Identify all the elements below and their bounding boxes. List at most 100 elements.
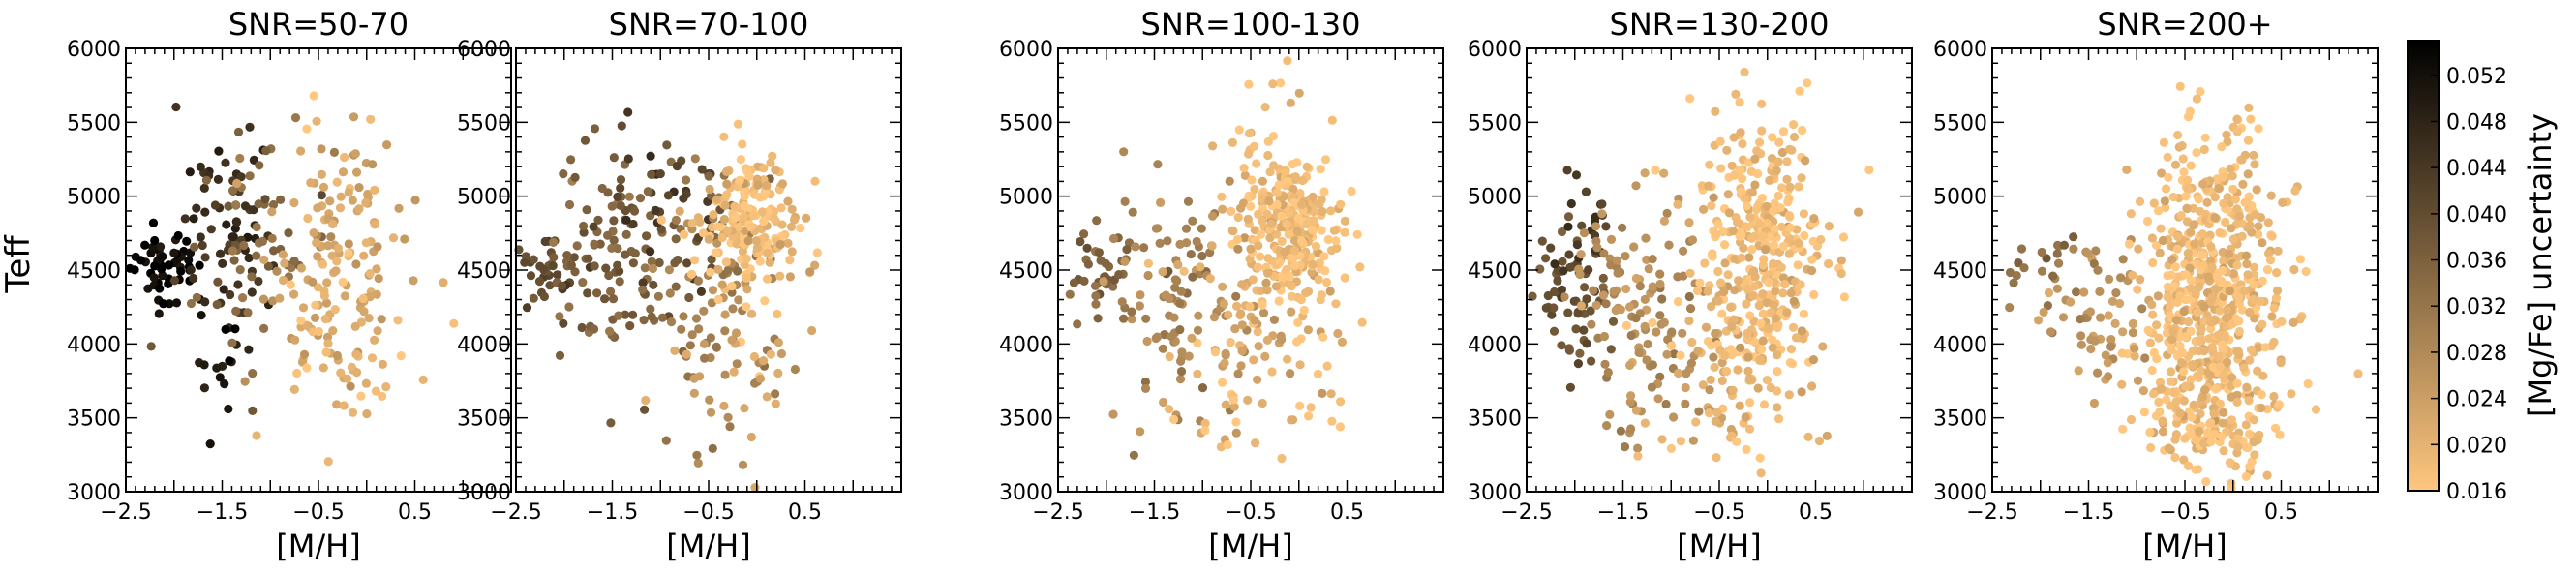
scatter-point <box>1707 201 1716 211</box>
scatter-point <box>1808 355 1818 365</box>
scatter-point <box>1684 316 1694 326</box>
scatter-point <box>1720 258 1730 268</box>
scatter-point <box>232 178 242 189</box>
scatter-point <box>1258 194 1267 204</box>
y-tick-label: 5500 <box>67 111 121 136</box>
scatter-point <box>1572 240 1582 250</box>
scatter-point <box>1807 381 1817 391</box>
scatter-point <box>616 175 626 185</box>
scatter-point <box>555 350 565 360</box>
y-tick-label: 5000 <box>457 186 511 210</box>
scatter-point <box>1644 264 1653 274</box>
scatter-point <box>2154 333 2164 343</box>
scatter-point <box>1228 395 1238 405</box>
scatter-point <box>642 231 652 241</box>
scatter-point <box>2143 325 2153 335</box>
scatter-point <box>728 304 738 314</box>
scatter-point <box>699 306 709 316</box>
scatter-point <box>1743 328 1752 338</box>
scatter-point <box>1329 226 1340 235</box>
scatter-point <box>646 304 655 314</box>
scatter-point <box>1256 229 1266 239</box>
scatter-point <box>2086 344 2096 354</box>
scatter-point <box>2253 366 2262 376</box>
scatter-point <box>2173 231 2183 242</box>
scatter-point <box>302 363 312 373</box>
scatter-point <box>2172 297 2182 307</box>
scatter-point <box>1705 385 1714 395</box>
scatter-point <box>1854 207 1864 217</box>
scatter-point <box>1288 160 1297 169</box>
scatter-point <box>1773 403 1782 412</box>
scatter-point <box>746 309 757 318</box>
scatter-point <box>313 252 322 261</box>
scatter-point <box>1626 391 1636 401</box>
scatter-point <box>1119 314 1129 323</box>
scatter-point <box>2234 317 2244 326</box>
scatter-point <box>1253 375 1262 384</box>
scatter-point <box>699 339 710 348</box>
scatter-point <box>1129 450 1138 460</box>
scatter-point <box>1727 322 1737 332</box>
scatter-point <box>2250 160 2259 169</box>
scatter-point <box>1187 333 1197 343</box>
scatter-point <box>1816 234 1826 245</box>
scatter-point <box>1676 437 1685 446</box>
scatter-point <box>2076 315 2085 324</box>
scatter-point <box>1664 240 1674 250</box>
scatter-point <box>190 242 199 252</box>
scatter-point <box>2195 426 2204 436</box>
scatter-point <box>2215 227 2225 238</box>
scatter-point <box>771 389 780 399</box>
scatter-point <box>671 282 681 291</box>
scatter-point <box>213 174 223 184</box>
scatter-point <box>810 176 820 186</box>
scatter-point <box>742 285 752 294</box>
y-tick-label: 3500 <box>1468 408 1522 432</box>
scatter-point <box>1207 241 1217 251</box>
scatter-point <box>1782 157 1792 166</box>
y-tick-label: 5000 <box>1468 186 1522 210</box>
scatter-point <box>1160 330 1169 340</box>
colorbar-tick-label: 0.040 <box>2446 203 2507 227</box>
scatter-point <box>2136 275 2145 285</box>
scatter-point <box>2250 314 2259 323</box>
scatter-point <box>1789 296 1799 306</box>
scatter-point <box>1794 238 1803 248</box>
scatter-point <box>1127 315 1136 324</box>
scatter-point <box>671 215 682 225</box>
scatter-point <box>1571 324 1581 334</box>
scatter-point <box>1796 280 1805 289</box>
scatter-point <box>1577 221 1587 230</box>
scatter-point <box>2167 335 2177 345</box>
scatter-point <box>720 310 730 319</box>
scatter-point <box>2227 171 2237 181</box>
scatter-point <box>314 326 323 337</box>
scatter-point <box>2204 334 2214 344</box>
scatter-point <box>2244 103 2254 112</box>
scatter-point <box>785 272 796 282</box>
scatter-point <box>1597 209 1607 219</box>
scatter-point <box>2186 161 2196 170</box>
scatter-point <box>350 321 360 331</box>
scatter-point <box>2173 130 2183 140</box>
scatter-point <box>1316 165 1325 174</box>
scatter-point <box>1764 323 1773 334</box>
scatter-point <box>156 242 166 252</box>
scatter-point <box>2117 379 2127 389</box>
scatter-point <box>1766 382 1775 393</box>
scatter-point <box>1094 248 1104 257</box>
scatter-point <box>1626 330 1636 341</box>
scatter-point <box>2167 346 2176 355</box>
scatter-point <box>1549 326 1560 336</box>
scatter-point <box>310 313 320 322</box>
y-tick-label: 3500 <box>67 408 121 432</box>
scatter-point <box>656 215 666 225</box>
scatter-point <box>1224 310 1233 319</box>
scatter-point <box>2189 400 2198 409</box>
scatter-point <box>1262 209 1272 219</box>
scatter-point <box>212 300 222 310</box>
scatter-point <box>665 288 675 298</box>
scatter-point <box>1744 424 1755 434</box>
scatter-point <box>1183 196 1194 206</box>
